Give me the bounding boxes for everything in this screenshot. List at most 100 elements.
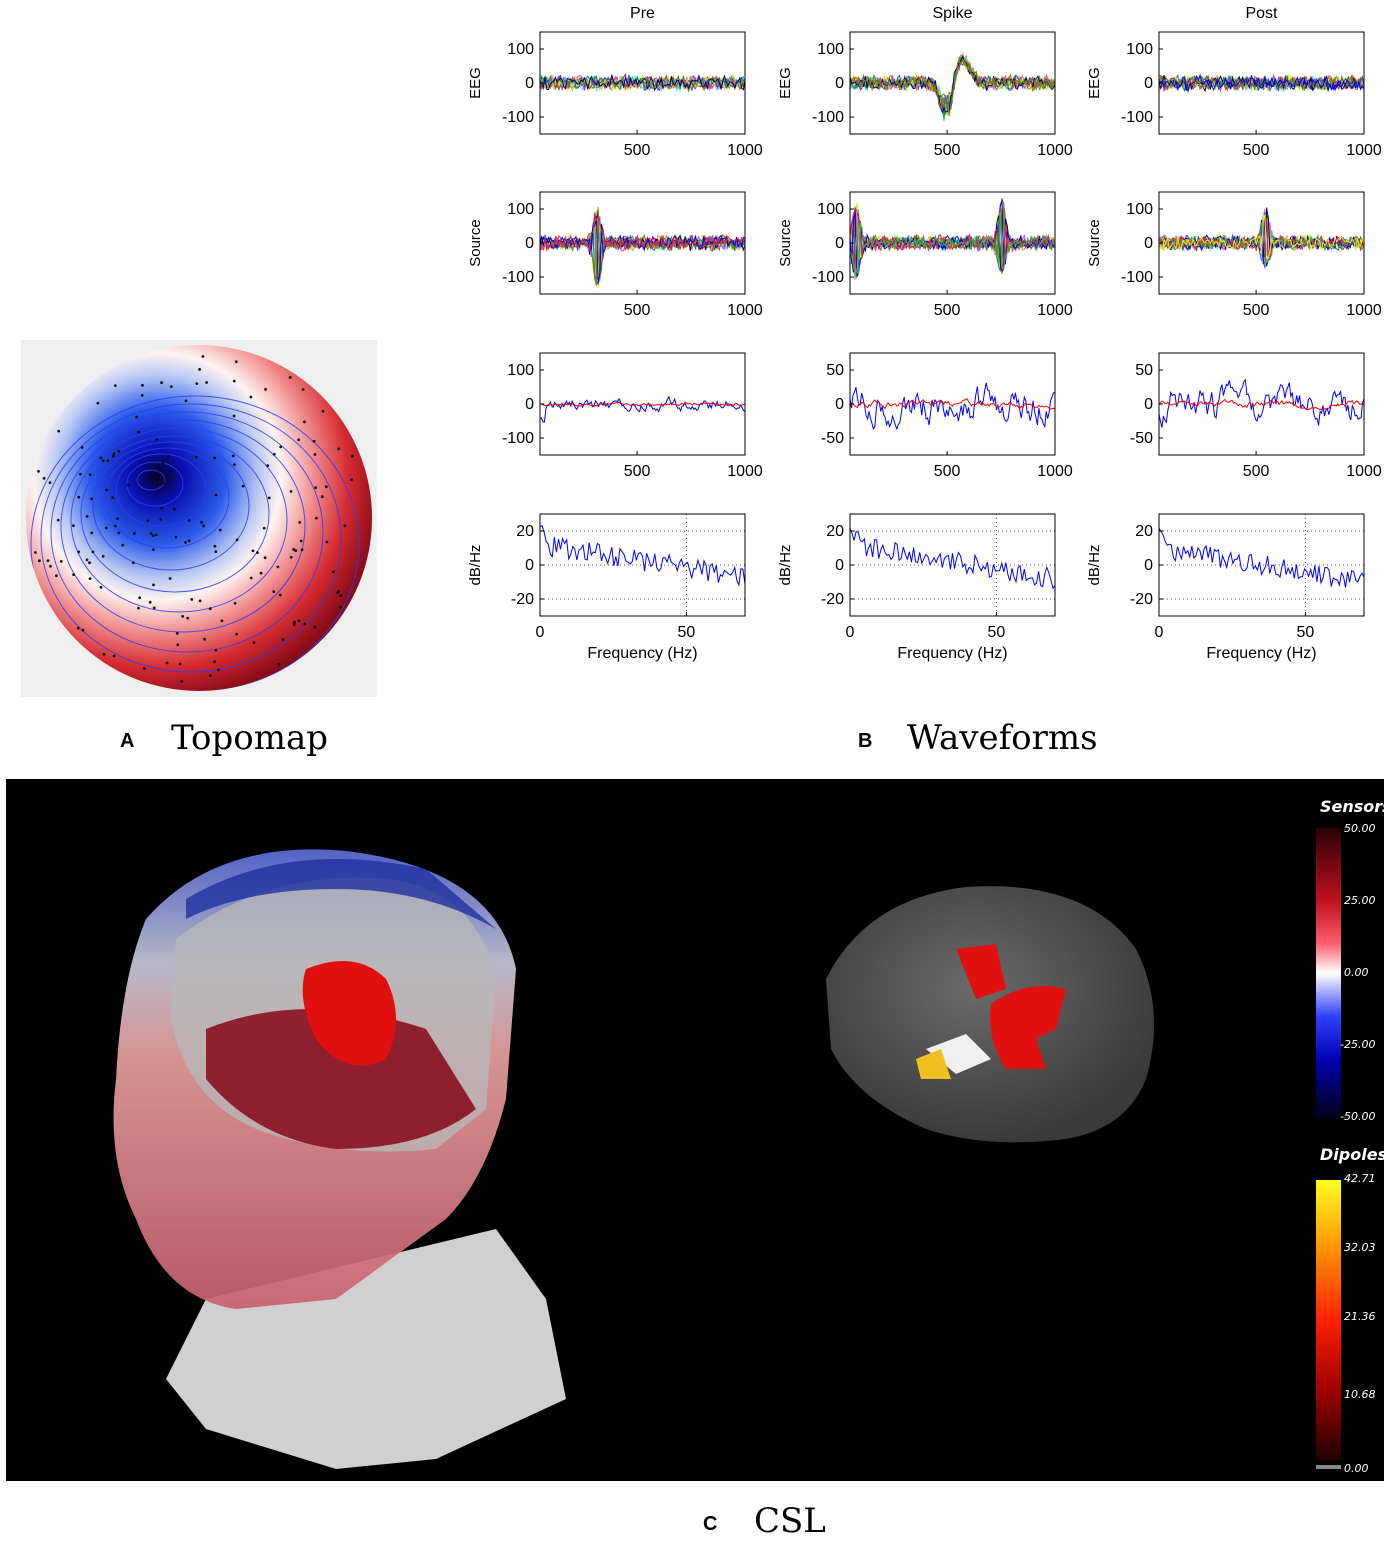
electrode-dot xyxy=(288,376,292,379)
electrode-dot xyxy=(251,549,255,553)
electrode-dot xyxy=(217,668,220,672)
y-tick-label: 0 xyxy=(1144,557,1153,574)
electrode-dot xyxy=(272,590,276,594)
y-tick-label: 100 xyxy=(1126,41,1153,58)
y-tick-label: 100 xyxy=(507,201,534,218)
electrode-dot xyxy=(289,490,293,493)
electrode-dot xyxy=(59,560,63,563)
x-tick-label: 1000 xyxy=(1346,142,1382,159)
waveform-subplot xyxy=(1158,352,1365,456)
electrode-dot xyxy=(343,524,347,528)
x-tick-label: 500 xyxy=(1243,463,1270,480)
electrode-dot xyxy=(113,524,117,528)
waveform-subplot xyxy=(849,352,1056,456)
electrode-dot xyxy=(101,459,105,463)
brain-activation-1 xyxy=(956,944,1006,999)
electrode-dot xyxy=(208,607,212,611)
electrode-dot xyxy=(112,654,116,658)
electrode-dot xyxy=(232,379,236,383)
electrode-dot xyxy=(57,429,61,433)
electrode-dot xyxy=(213,660,217,664)
electrode-dots xyxy=(34,355,354,683)
y-tick-label: 100 xyxy=(507,362,534,379)
electrode-dot xyxy=(252,641,256,645)
signal-trace xyxy=(849,203,1056,274)
x-tick-label: 1000 xyxy=(1346,302,1382,319)
signal-trace xyxy=(1158,214,1365,260)
electrode-dot xyxy=(201,355,205,358)
electrode-dot xyxy=(111,496,114,499)
y-tick-label: -100 xyxy=(1121,109,1153,126)
y-tick-label: 100 xyxy=(817,41,844,58)
x-tick-label: 500 xyxy=(934,302,961,319)
electrode-dot xyxy=(267,496,271,500)
electrode-dot xyxy=(313,453,317,456)
panel-b-title: Waveforms xyxy=(907,718,1098,758)
electrode-dot xyxy=(168,577,172,580)
electrode-dot xyxy=(351,454,354,458)
electrode-dot xyxy=(235,538,239,542)
x-tick-label: 500 xyxy=(934,142,961,159)
electrode-dot xyxy=(276,565,280,569)
electrode-dot xyxy=(202,524,206,528)
electrode-dot xyxy=(337,447,341,451)
electrode-dot xyxy=(165,661,169,665)
electrode-dot xyxy=(104,526,108,530)
electrode-dot xyxy=(187,519,191,522)
x-tick-label: 1000 xyxy=(727,142,763,159)
topomap-contours xyxy=(30,395,360,691)
red-trace xyxy=(540,401,746,408)
electrode-dot xyxy=(231,454,235,458)
electrode-dot xyxy=(312,439,316,443)
electrode-dot xyxy=(80,446,84,449)
signal-trace xyxy=(539,215,746,284)
brain-surface xyxy=(826,886,1154,1143)
x-tick-label: 1000 xyxy=(1346,463,1382,480)
electrode-dot xyxy=(135,415,139,419)
waveform-subplot xyxy=(539,513,746,617)
electrode-dot xyxy=(90,497,93,501)
electrode-dot xyxy=(56,518,60,522)
waveform-subplot xyxy=(1158,191,1365,295)
electrode-dot xyxy=(141,383,144,387)
signal-trace xyxy=(849,211,1056,277)
y-tick-label: -100 xyxy=(502,269,534,286)
sensors-tick: 0.00 xyxy=(1344,966,1369,979)
signal-trace xyxy=(539,74,746,92)
electrode-dot xyxy=(81,628,85,632)
electrode-dot xyxy=(175,632,179,635)
x-tick-label: 0 xyxy=(536,624,545,641)
x-tick-label: 1000 xyxy=(727,463,763,480)
electrode-dot xyxy=(148,600,152,604)
electrode-dot xyxy=(218,528,222,532)
y-tick-label: 0 xyxy=(525,557,534,574)
electrode-dot xyxy=(180,680,184,683)
red-trace xyxy=(849,398,1056,410)
electrode-dot xyxy=(190,598,194,601)
electrode-dot xyxy=(235,632,239,636)
y-tick-label: 20 xyxy=(826,523,844,540)
y-axis-label: EEG xyxy=(1086,67,1103,99)
electrode-dot xyxy=(301,388,305,391)
y-tick-label: 20 xyxy=(1135,523,1153,540)
y-tick-label: 0 xyxy=(835,557,844,574)
csl-render xyxy=(113,828,1341,1469)
y-tick-label: 20 xyxy=(516,523,534,540)
y-tick-label: 0 xyxy=(525,235,534,252)
electrode-dot xyxy=(214,648,218,652)
signal-trace xyxy=(849,57,1056,117)
electrode-dot xyxy=(277,663,281,666)
y-axis-label: Source xyxy=(467,219,484,267)
y-axis-label: dB/Hz xyxy=(1086,545,1103,586)
x-tick-label: 0 xyxy=(1155,624,1164,641)
x-tick-label: 1000 xyxy=(1037,463,1073,480)
y-tick-label: -100 xyxy=(812,109,844,126)
y-tick-label: 0 xyxy=(1144,235,1153,252)
electrode-dot xyxy=(198,368,202,371)
electrode-dot xyxy=(178,662,182,666)
signal-trace xyxy=(1158,73,1365,91)
x-tick-label: 50 xyxy=(1297,624,1315,641)
electrode-dot xyxy=(176,643,180,647)
y-tick-label: -50 xyxy=(1130,430,1153,447)
electrode-dot xyxy=(113,384,117,387)
